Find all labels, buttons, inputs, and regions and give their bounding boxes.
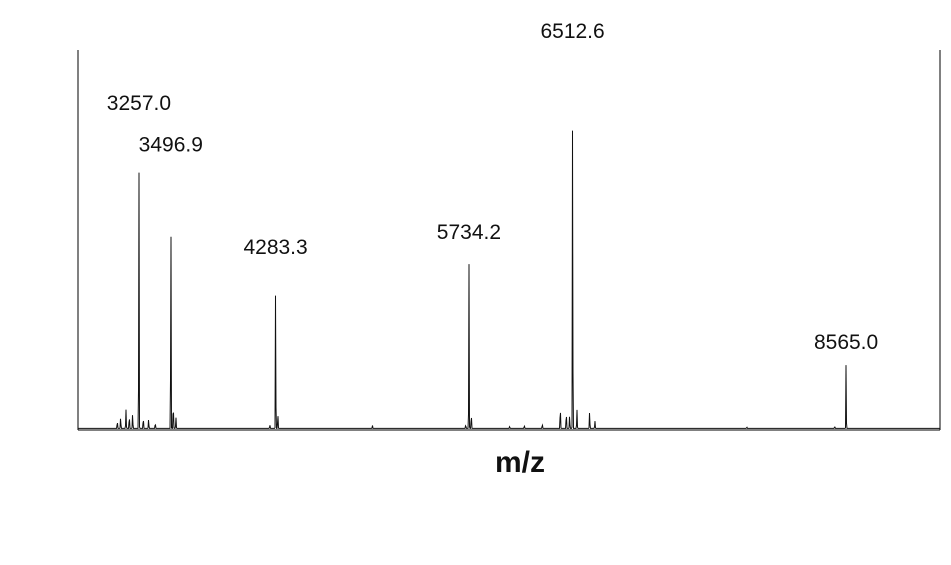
peak-label: 6512.6 [540, 20, 604, 43]
peak-labels: 3257.0 3496.9 4283.3 5734.2 6512.6 8565.0 [107, 20, 878, 354]
x-axis-title: m/z [495, 446, 545, 479]
peak-label: 8565.0 [814, 331, 878, 354]
spectrum-trace [78, 130, 940, 429]
peak-label: 5734.2 [437, 221, 501, 244]
peak-label: 4283.3 [243, 236, 307, 259]
peak-label: 3496.9 [139, 134, 203, 157]
peak-label: 3257.0 [107, 92, 171, 115]
